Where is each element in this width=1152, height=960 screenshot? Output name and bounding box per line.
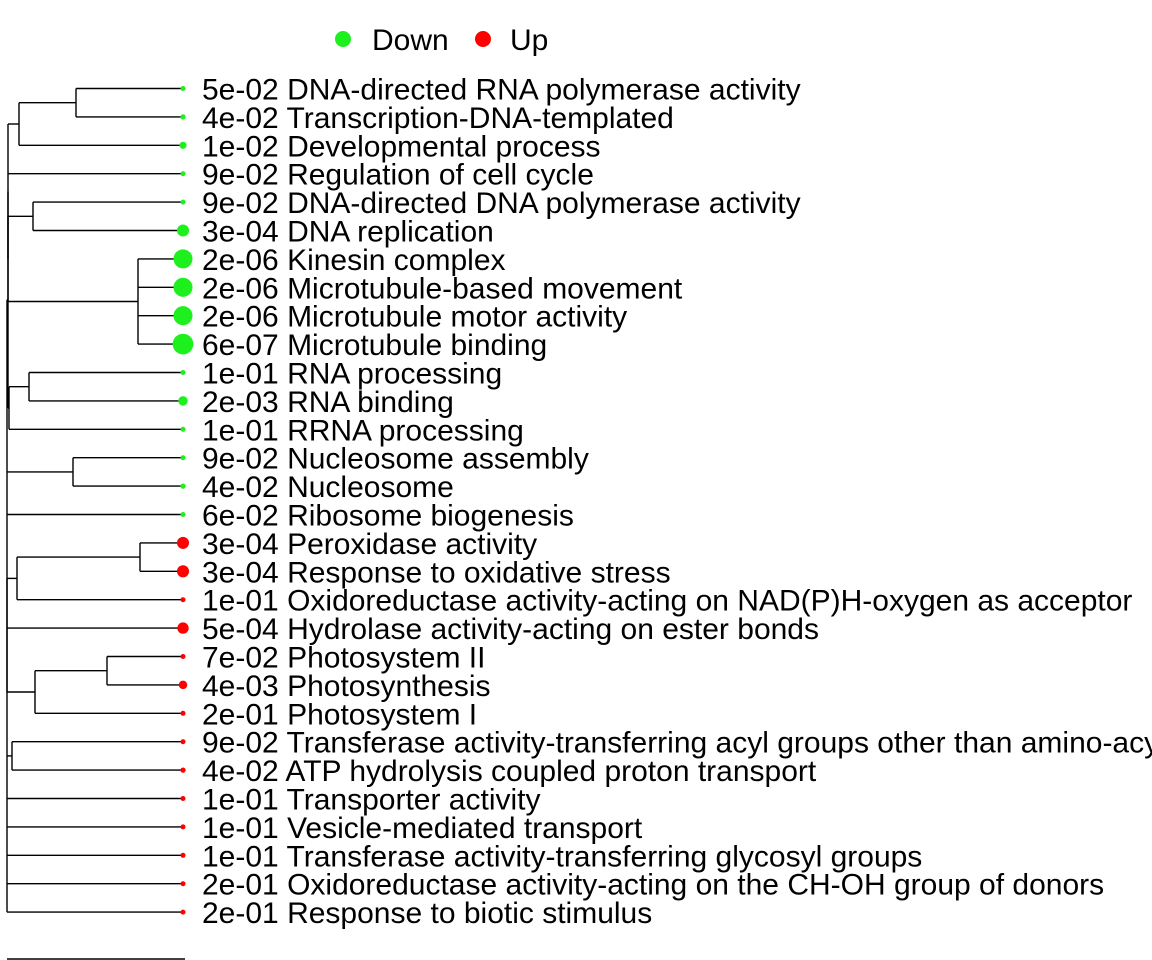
term-point-11 <box>178 396 188 406</box>
term-point-22 <box>180 710 186 716</box>
term-label-22: 2e-01 Photosystem I <box>202 698 477 731</box>
term-label-27: 1e-01 Transferase activity-transferring … <box>202 840 922 873</box>
term-point-6 <box>173 249 193 269</box>
term-label-1: 4e-02 Transcription-DNA-templated <box>202 102 674 135</box>
term-label-20: 7e-02 Photosystem II <box>202 642 485 675</box>
term-label-6: 2e-06 Kinesin complex <box>202 244 506 277</box>
term-point-24 <box>180 767 186 773</box>
term-label-7: 2e-06 Microtubule-based movement <box>202 272 683 305</box>
legend-down-swatch <box>335 31 351 47</box>
term-point-12 <box>180 426 186 432</box>
term-label-15: 6e-02 Ribosome biogenesis <box>202 500 574 533</box>
legend-up-swatch <box>475 31 491 47</box>
term-points <box>172 86 194 915</box>
term-point-3 <box>180 171 186 177</box>
legend-down-label: Down <box>372 24 449 57</box>
term-label-5: 3e-04 DNA replication <box>202 216 494 249</box>
term-point-27 <box>180 852 186 858</box>
term-point-17 <box>176 565 190 578</box>
term-point-19 <box>177 622 189 634</box>
term-point-7 <box>173 277 193 297</box>
term-label-24: 4e-02 ATP hydrolysis coupled proton tran… <box>202 755 817 788</box>
term-label-13: 9e-02 Nucleosome assembly <box>202 443 589 476</box>
term-label-17: 3e-04 Response to oxidative stress <box>202 556 671 589</box>
term-label-18: 1e-01 Oxidoreductase activity-acting on … <box>202 585 1132 618</box>
legend: Down Up <box>335 24 548 57</box>
dendrogram-tree <box>6 87 185 913</box>
term-label-23: 9e-02 Transferase activity-transferring … <box>202 727 1152 760</box>
term-point-29 <box>180 909 186 915</box>
term-label-4: 9e-02 DNA-directed DNA polymerase activi… <box>202 187 801 220</box>
term-label-2: 1e-02 Developmental process <box>202 130 601 163</box>
term-point-4 <box>180 199 186 205</box>
term-point-28 <box>180 881 186 887</box>
term-point-5 <box>176 224 190 237</box>
term-label-16: 3e-04 Peroxidase activity <box>202 528 537 561</box>
term-point-18 <box>180 597 186 603</box>
term-point-1 <box>180 114 186 120</box>
term-point-0 <box>180 86 186 91</box>
term-label-19: 5e-04 Hydrolase activity-acting on ester… <box>202 613 819 646</box>
term-point-13 <box>180 455 186 461</box>
term-point-25 <box>180 796 186 801</box>
term-point-16 <box>176 536 190 549</box>
legend-up-label: Up <box>510 24 548 57</box>
term-label-0: 5e-02 DNA-directed RNA polymerase activi… <box>202 74 801 107</box>
term-label-14: 4e-02 Nucleosome <box>202 471 454 504</box>
term-point-8 <box>173 306 193 326</box>
term-label-21: 4e-03 Photosynthesis <box>202 670 491 703</box>
term-point-20 <box>180 654 186 659</box>
term-label-8: 2e-06 Microtubule motor activity <box>202 301 627 334</box>
term-point-26 <box>180 824 186 830</box>
term-label-28: 2e-01 Oxidoreductase activity-acting on … <box>202 869 1104 902</box>
term-point-21 <box>178 680 188 690</box>
term-label-25: 1e-01 Transporter activity <box>202 784 540 817</box>
term-point-9 <box>172 333 194 355</box>
term-label-11: 2e-03 RNA binding <box>202 386 454 419</box>
term-label-26: 1e-01 Vesicle-mediated transport <box>202 812 643 845</box>
term-label-29: 2e-01 Response to biotic stimulus <box>202 897 652 930</box>
term-label-3: 9e-02 Regulation of cell cycle <box>202 159 594 192</box>
term-point-23 <box>180 739 186 745</box>
term-point-2 <box>179 141 187 149</box>
term-point-15 <box>180 512 186 517</box>
term-point-10 <box>180 370 186 375</box>
term-labels: 5e-02 DNA-directed RNA polymerase activi… <box>202 74 1152 931</box>
term-label-10: 1e-01 RNA processing <box>202 358 502 391</box>
term-point-14 <box>180 483 186 489</box>
term-label-12: 1e-01 RRNA processing <box>202 414 524 447</box>
term-label-9: 6e-07 Microtubule binding <box>202 329 547 362</box>
